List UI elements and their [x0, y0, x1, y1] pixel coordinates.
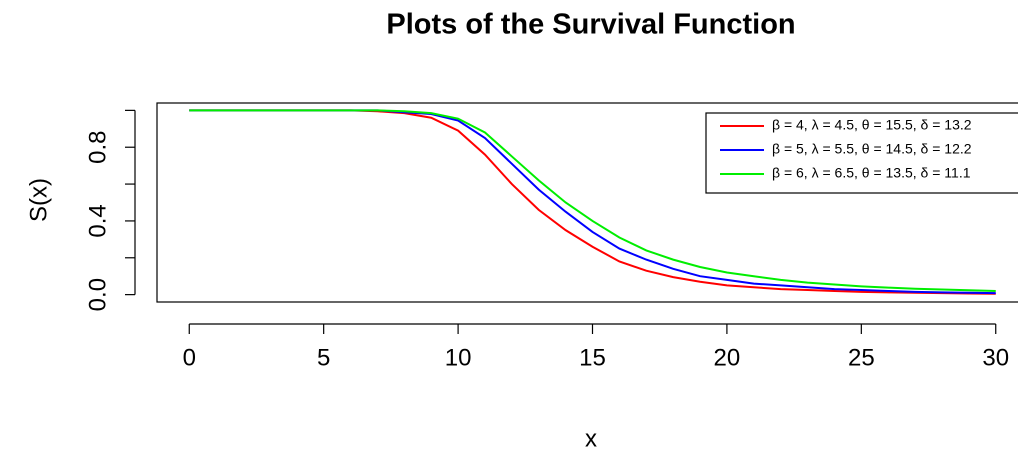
x-axis-label: x: [585, 425, 597, 452]
y-axis-label: S(x): [25, 178, 52, 222]
x-tick-label: 20: [714, 344, 741, 371]
x-tick-label: 25: [848, 344, 875, 371]
y-tick-label: 0.4: [84, 204, 111, 237]
plot-box: [156, 102, 1018, 303]
legend-label: β = 4, λ = 4.5, θ = 15.5, δ = 13.2: [772, 117, 972, 133]
x-tick-label: 30: [982, 344, 1009, 371]
x-tick-label: 0: [183, 344, 196, 371]
y-tick-label: 0.8: [84, 131, 111, 164]
legend-label: β = 5, λ = 5.5, θ = 14.5, δ = 12.2: [772, 141, 972, 157]
chart-title: Plots of the Survival Function: [386, 9, 795, 41]
x-tick-label: 15: [579, 344, 606, 371]
legend-box: [705, 112, 1018, 194]
x-tick-label: 10: [445, 344, 472, 371]
y-tick-label: 0.0: [84, 278, 111, 311]
series-line: [189, 109, 996, 292]
x-tick-label: 5: [317, 344, 330, 371]
legend-label: β = 6, λ = 6.5, θ = 13.5, δ = 11.1: [772, 165, 971, 181]
